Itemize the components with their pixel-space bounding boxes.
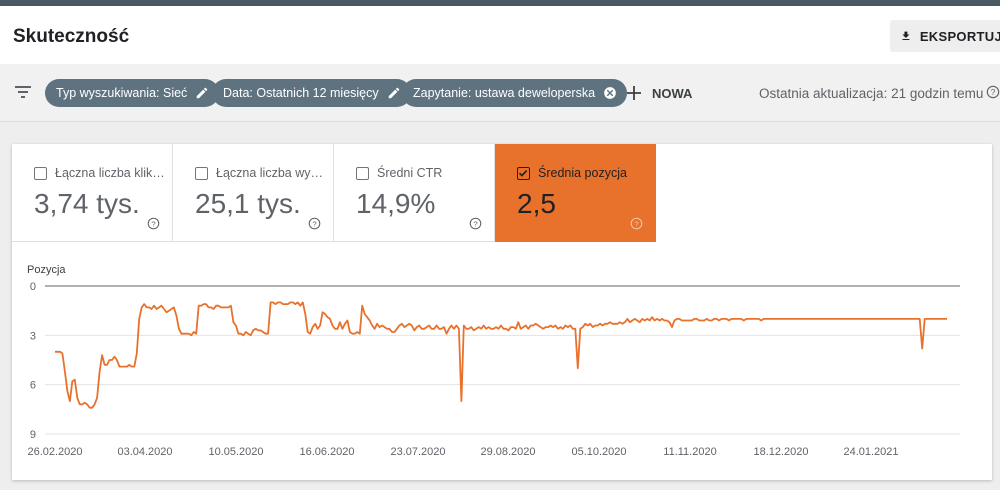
x-tick-label: 29.08.2020 <box>480 446 535 458</box>
new-filter-button[interactable]: NOWA <box>626 82 692 104</box>
export-button-label: EKSPORTUJ <box>919 28 1000 44</box>
edit-icon[interactable] <box>195 86 209 100</box>
export-button[interactable]: EKSPORTUJ <box>890 20 1000 52</box>
x-tick-label: 11.11.2020 <box>663 446 716 458</box>
y-tick-label: 6 <box>30 380 36 392</box>
x-tick-label: 18.12.2020 <box>753 446 808 458</box>
y-tick-label: 3 <box>30 330 36 342</box>
filter-icon[interactable] <box>14 84 32 100</box>
metric-label: Średni CTR <box>377 166 443 180</box>
help-icon[interactable]: ? <box>147 217 160 230</box>
filter-chip-query[interactable]: Zapytanie: ustawa deweloperska <box>402 79 628 107</box>
y-tick-label: 9 <box>30 429 36 441</box>
x-tick-label: 10.05.2020 <box>208 446 263 458</box>
svg-text:?: ? <box>991 87 996 97</box>
svg-text:?: ? <box>634 219 638 228</box>
filter-chip-search-type[interactable]: Typ wyszukiwania: Sieć <box>45 79 220 107</box>
metric-label: Łączna liczba klik… <box>55 166 165 180</box>
metric-checkbox[interactable] <box>195 166 208 180</box>
metric-label: Łączna liczba wy… <box>216 166 323 180</box>
metric-total-impressions[interactable]: Łączna liczba wy… 25,1 tys. ? <box>173 144 334 242</box>
metric-average-position[interactable]: Średnia pozycja 2,5 ? <box>495 144 656 242</box>
filter-bar: Typ wyszukiwania: Sieć Data: Ostatnich 1… <box>0 64 1000 122</box>
top-strip <box>0 0 1000 6</box>
svg-text:?: ? <box>473 219 477 228</box>
metric-value: 14,9% <box>356 188 436 219</box>
help-icon[interactable]: ? <box>986 85 1000 99</box>
metric-value: 3,74 tys. <box>34 188 140 219</box>
metric-value: 25,1 tys. <box>195 188 301 219</box>
filter-chip-label: Typ wyszukiwania: Sieć <box>56 86 188 100</box>
svg-text:?: ? <box>312 219 316 228</box>
help-icon[interactable]: ? <box>469 217 482 230</box>
y-tick-label: 0 <box>30 281 36 293</box>
help-icon[interactable]: ? <box>630 217 643 230</box>
x-tick-label: 24.01.2021 <box>843 446 898 458</box>
edit-icon[interactable] <box>387 86 401 100</box>
plus-icon <box>627 86 641 100</box>
metric-checkbox[interactable] <box>34 166 47 180</box>
page-title: Skuteczność <box>13 26 130 47</box>
metric-total-clicks[interactable]: Łączna liczba klik… 3,74 tys. ? <box>12 144 173 242</box>
svg-text:?: ? <box>151 219 155 228</box>
x-tick-label: 16.06.2020 <box>299 446 354 458</box>
y-axis-title: Pozycja <box>27 264 66 276</box>
filter-chip-date[interactable]: Data: Ostatnich 12 miesięcy <box>212 79 411 107</box>
download-icon <box>902 31 910 40</box>
new-filter-label: NOWA <box>652 85 693 101</box>
x-tick-label: 26.02.2020 <box>27 446 82 458</box>
x-tick-label: 05.10.2020 <box>571 446 626 458</box>
filter-chip-label: Data: Ostatnich 12 miesięcy <box>223 86 379 100</box>
help-icon[interactable]: ? <box>308 217 321 230</box>
metric-average-ctr[interactable]: Średni CTR 14,9% ? <box>334 144 495 242</box>
performance-card: Łączna liczba klik… 3,74 tys. ? Łączna l… <box>12 144 992 480</box>
page-header: Skuteczność EKSPORTUJ <box>0 6 1000 64</box>
filter-chip-label: Zapytanie: ustawa deweloperska <box>413 86 596 100</box>
metric-checkbox-checked[interactable] <box>517 166 530 180</box>
checkmark-icon <box>518 169 528 177</box>
metric-label: Średnia pozycja <box>538 166 627 180</box>
position-chart: Pozycja 0 3 6 9 26.02.2020 03.04.2020 10.05.202… <box>27 264 960 458</box>
x-tick-label: 23.07.2020 <box>390 446 445 458</box>
position-series-line <box>55 301 947 409</box>
metric-value: 2,5 <box>517 188 556 219</box>
x-tick-label: 03.04.2020 <box>117 446 172 458</box>
last-update-text: Ostatnia aktualizacja: 21 godzin temu <box>759 86 984 101</box>
close-circle-icon[interactable] <box>603 86 617 100</box>
metric-checkbox[interactable] <box>356 166 369 180</box>
